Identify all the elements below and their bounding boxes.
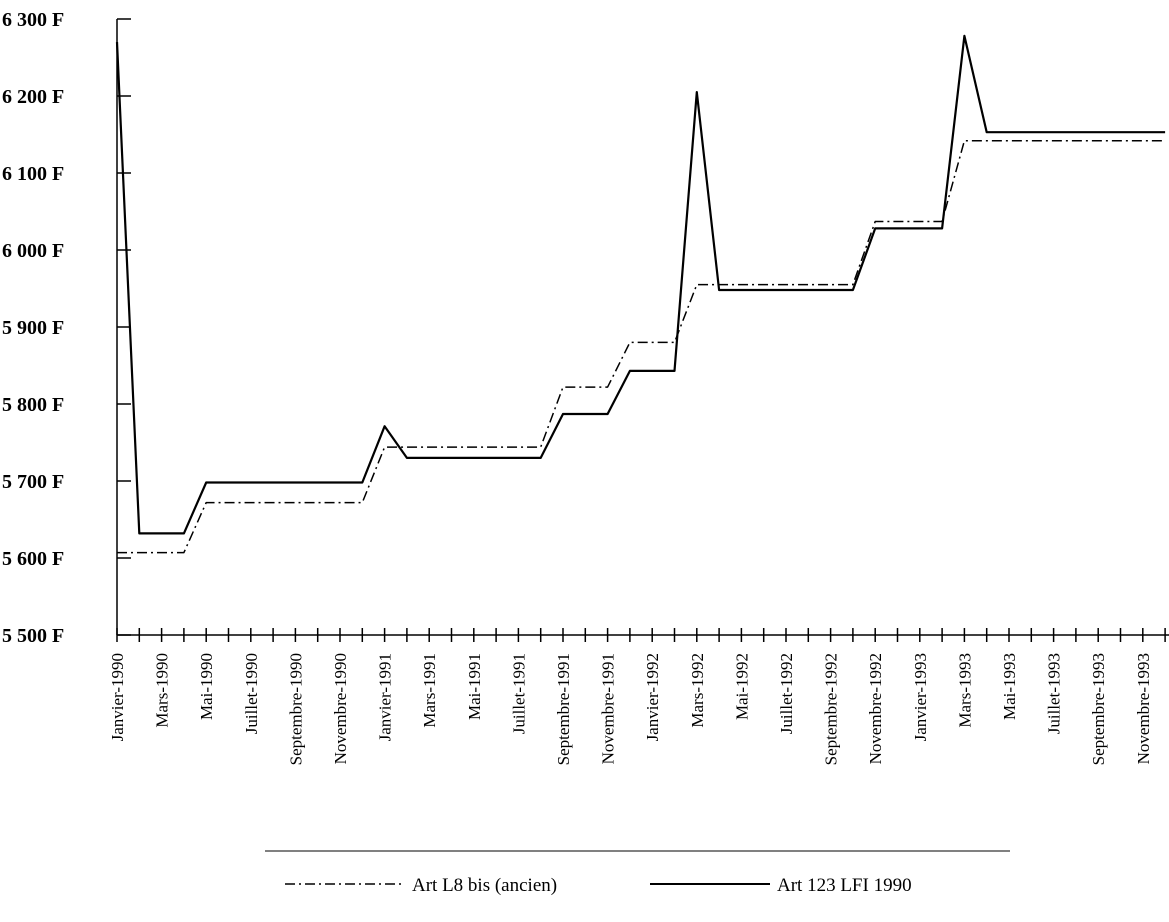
x-tick-label: Novembre-1990 (331, 653, 350, 764)
x-tick-label: Mai-1992 (732, 653, 751, 720)
legend-label-art-l8-bis: Art L8 bis (ancien) (412, 875, 557, 896)
x-tick-label: Janvier-1993 (911, 653, 930, 741)
legend: Art L8 bis (ancien) Art 123 LFI 1990 (265, 850, 1010, 896)
x-tick-label: Novembre-1992 (866, 653, 885, 764)
x-tick-label: Mars-1992 (688, 653, 707, 728)
x-tick-label: Juillet-1992 (777, 653, 796, 734)
x-tick-label: Novembre-1991 (599, 653, 618, 764)
y-tick-label: 5 800 F (2, 394, 64, 416)
x-tick-label: Janvier-1991 (376, 653, 395, 741)
y-tick-label: 5 500 F (2, 625, 64, 647)
y-tick-label: 5 900 F (2, 317, 64, 339)
x-tick-label: Septembre-1990 (286, 653, 305, 765)
x-tick-label: Juillet-1990 (242, 653, 261, 734)
y-axis: 5 500 F 5 600 F 5 700 F 5 800 F 5 900 F 6 000… (2, 9, 131, 647)
x-tick-label: Mars-1993 (955, 653, 974, 728)
x-tick-label: Septembre-1993 (1089, 653, 1108, 765)
x-tick-label: Janvier-1990 (108, 653, 127, 741)
legend-label-art-123-lfi: Art 123 LFI 1990 (777, 875, 912, 896)
x-tick-label: Mai-1993 (1000, 653, 1019, 720)
x-axis: Janvier-1990 Mars-1990 Mai-1990 Juillet-199… (108, 628, 1169, 765)
x-tick-label: Janvier-1992 (643, 653, 662, 741)
x-tick-label: Mars-1990 (153, 653, 172, 728)
x-tick-label: Juillet-1993 (1045, 653, 1064, 734)
y-tick-label: 5 600 F (2, 548, 64, 570)
x-tick-label: Septembre-1992 (822, 653, 841, 765)
x-tick-label: Septembre-1991 (554, 653, 573, 765)
y-tick-label: 6 100 F (2, 163, 64, 185)
x-tick-label: Juillet-1991 (509, 653, 528, 734)
y-tick-label: 6 200 F (2, 86, 64, 108)
x-tick-label: Novembre-1993 (1134, 653, 1153, 764)
x-tick-label: Mai-1991 (465, 653, 484, 720)
series-line-0 (117, 139, 1166, 554)
y-tick-label: 5 700 F (2, 471, 64, 493)
series-layer (115, 34, 1166, 554)
series-line-1 (115, 34, 1166, 535)
x-tick-label: Mars-1991 (420, 653, 439, 728)
y-tick-label: 6 300 F (2, 9, 64, 31)
y-tick-label: 6 000 F (2, 240, 64, 262)
x-tick-label: Mai-1990 (197, 653, 216, 720)
